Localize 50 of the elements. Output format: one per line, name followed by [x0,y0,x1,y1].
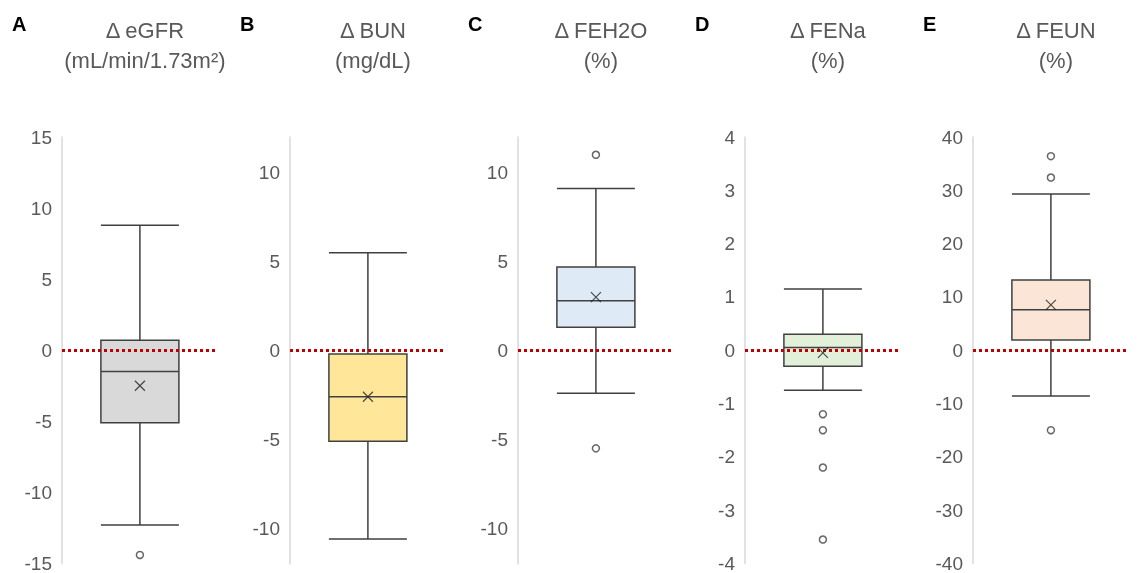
y-tick-label: 10 [258,162,280,184]
text: B [239,13,255,35]
y-tick-label: 5 [269,251,280,273]
y-tick-label: 5 [497,251,508,273]
y-tick-label: 1 [724,286,736,308]
chart-title: Δ eGFR [105,17,185,43]
y-tick-label: -3 [718,499,736,521]
chart-title: Δ BUN [339,17,406,43]
y-tick-label: 0 [41,339,52,361]
text: E [923,13,937,35]
text: D [695,13,710,35]
y-tick-label: 0 [952,339,964,361]
chart-title: Δ FENa [790,17,867,43]
text: C [467,13,483,35]
y-tick-label: -15 [24,553,52,573]
y-tick-label: -10 [252,517,280,539]
y-tick-label: -10 [480,517,508,539]
y-tick-label: -5 [262,428,280,450]
y-tick-label: -4 [718,553,736,573]
y-tick-label: 10 [486,162,508,184]
y-tick-label: -10 [935,393,964,415]
chart-title: Δ FEH2O [554,17,647,43]
text: A [12,13,27,35]
y-tick-label: -30 [935,499,964,521]
y-tick-label: 30 [942,179,964,201]
chart-title: Δ FEUN [1016,17,1096,43]
chart-subtitle: (mL/min/1.73m²) [64,47,226,73]
y-tick-label: -10 [24,481,52,503]
chart-subtitle: (%) [1038,47,1074,73]
y-tick-label: 3 [724,179,736,201]
y-tick-label: -5 [35,410,52,432]
chart-subtitle: (mg/dL) [334,47,411,73]
y-tick-label: 20 [942,233,964,255]
y-tick-label: -5 [490,428,508,450]
y-tick-label: -40 [935,553,964,573]
chart-subtitle: (%) [811,47,846,73]
y-tick-label: 5 [41,268,52,290]
chart-subtitle: (%) [583,47,618,73]
y-tick-label: -2 [718,446,736,468]
y-tick-label: 4 [724,126,736,148]
y-tick-label: 0 [497,340,508,361]
y-tick-label: 2 [724,233,736,255]
y-tick-label: 15 [30,126,52,148]
y-tick-label: -20 [935,446,964,468]
y-tick-label: 0 [724,339,736,361]
y-tick-label: -1 [718,393,736,415]
y-tick-label: 10 [942,286,964,308]
y-tick-label: 10 [30,197,52,219]
y-tick-label: 40 [942,126,964,148]
y-tick-label: 0 [269,340,280,361]
